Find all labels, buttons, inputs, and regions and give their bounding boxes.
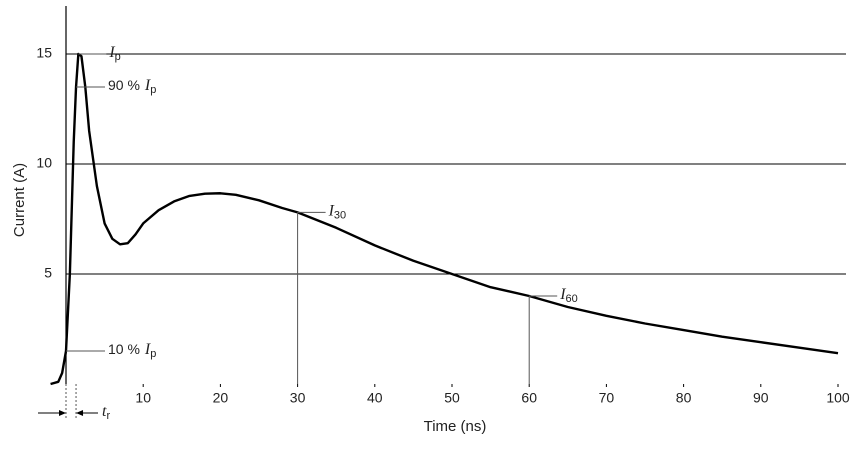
annotation-symbol: I	[144, 341, 151, 358]
y-axis-label: Current (A)	[11, 163, 28, 237]
arrow-head	[59, 410, 66, 416]
rise-subscript: r	[106, 410, 110, 422]
x-tick-label: 60	[521, 390, 537, 406]
line	[50, 52, 839, 386]
arrow-head	[76, 410, 84, 416]
annotation-symbol: I	[328, 202, 335, 219]
annotation-symbol: I	[144, 77, 151, 94]
annotation-symbol: I	[108, 44, 115, 61]
x-axis-label: Time (ns)	[424, 418, 487, 435]
rise-symbol: t	[102, 403, 107, 420]
x-tick-label: 70	[599, 390, 615, 406]
annotation: 10 % Ip	[108, 341, 156, 360]
annotation-prefix: 90 %	[108, 77, 140, 93]
annotation: Ip	[108, 44, 120, 63]
annotation-prefix: 10 %	[108, 341, 140, 357]
x-tick-label: 50	[444, 390, 460, 406]
x-tick-label: 90	[753, 390, 769, 406]
y-tick-label: 5	[44, 265, 52, 281]
annotation-subscript: 30	[334, 209, 346, 221]
y-tick-label: 10	[36, 155, 52, 171]
annotation-subscript: p	[115, 51, 121, 63]
x-tick-label: 10	[135, 390, 151, 406]
annotation: I60	[559, 286, 578, 305]
annotation-subscript: 60	[566, 293, 578, 305]
x-tick-label: 40	[367, 390, 383, 406]
annotation: I30	[328, 202, 347, 221]
y-tick-label: 15	[36, 45, 52, 61]
x-tick-label: 20	[213, 390, 229, 406]
annotation-subscript: p	[150, 348, 156, 360]
rise-time-label: tr	[102, 403, 110, 422]
annotation-subscript: p	[150, 84, 156, 96]
x-tick-label: 80	[676, 390, 692, 406]
annotation: 90 % Ip	[108, 77, 156, 96]
annotation-symbol: I	[559, 286, 566, 303]
x-tick-label: 100	[826, 390, 850, 406]
x-tick-label: 30	[290, 390, 306, 406]
